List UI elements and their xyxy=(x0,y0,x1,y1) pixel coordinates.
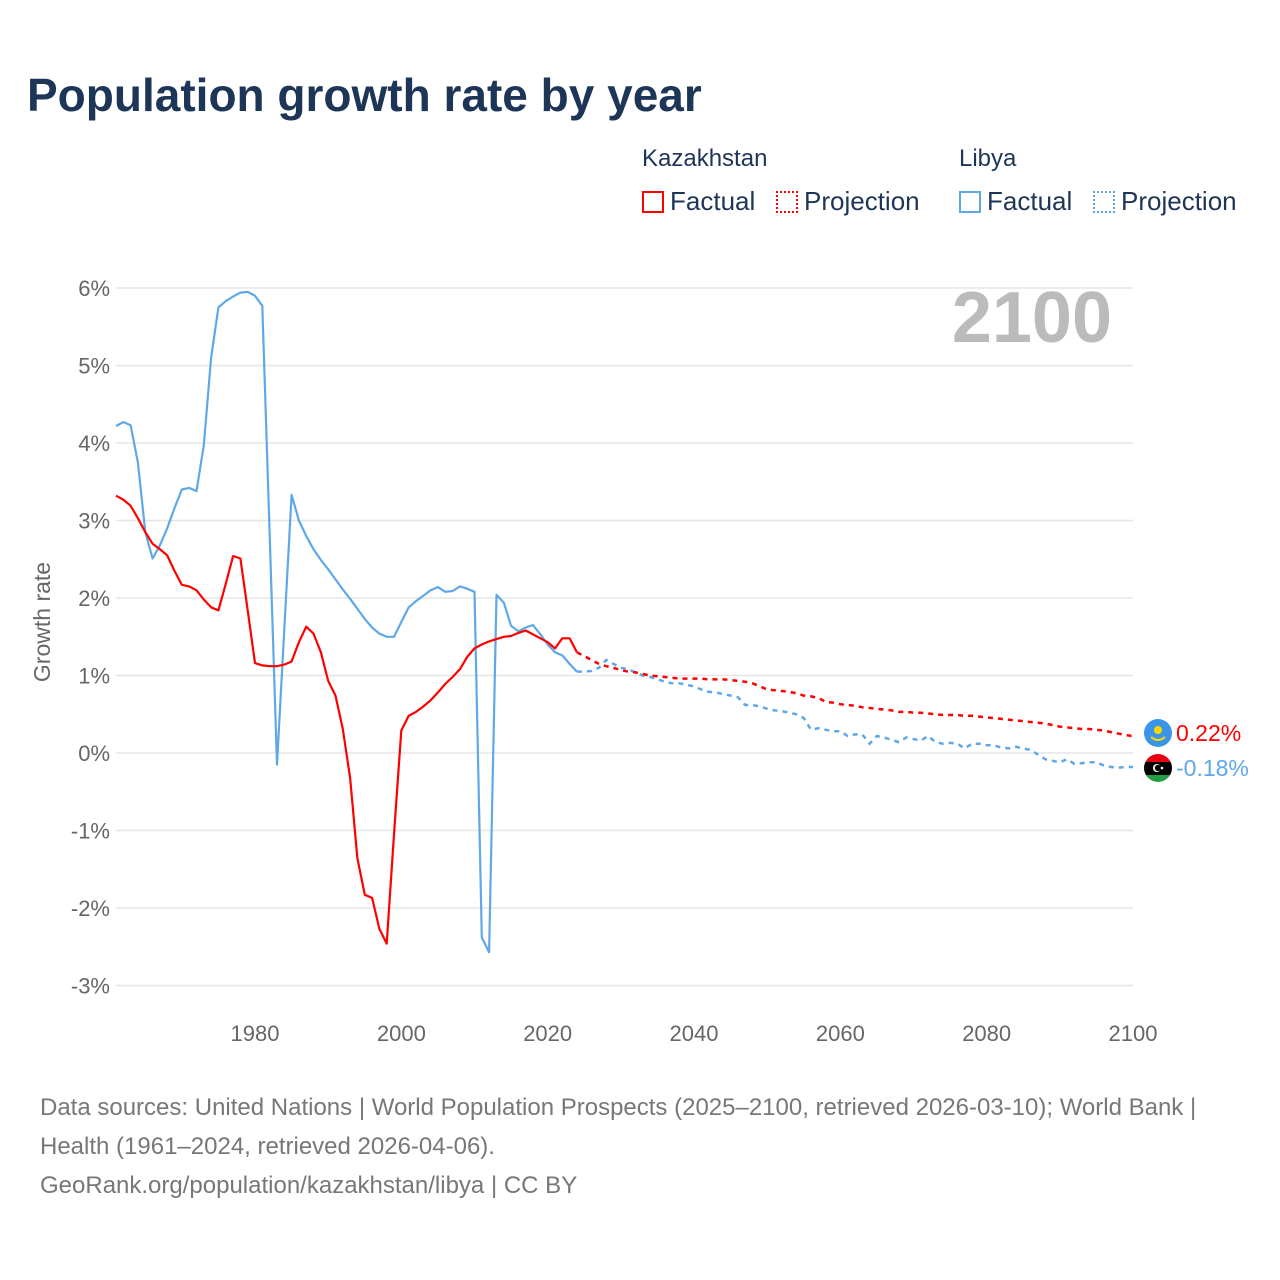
y-tick-label: 4% xyxy=(78,431,110,456)
year-watermark: 2100 xyxy=(952,278,1112,358)
kazakhstan-end-label: 0.22% xyxy=(1176,720,1241,746)
y-tick-label: 6% xyxy=(78,276,110,301)
libya-end-label: -0.18% xyxy=(1176,755,1249,781)
y-tick-label: 3% xyxy=(78,509,110,534)
legend-label: Factual xyxy=(987,186,1073,216)
legend-country-kazakhstan: Kazakhstan xyxy=(642,145,768,172)
y-tick-label: 1% xyxy=(78,664,110,689)
libya-flag-icon xyxy=(1144,754,1172,782)
legend-libya-projection[interactable]: Projection xyxy=(1093,186,1237,217)
x-tick-label: 2040 xyxy=(670,1021,719,1046)
flag-kazakhstan-eagle xyxy=(1150,736,1166,741)
x-tick-label: 2080 xyxy=(962,1021,1011,1046)
x-tick-label: 2000 xyxy=(377,1021,426,1046)
flag-libya-crescent-cut xyxy=(1154,764,1162,772)
y-tick-label: -2% xyxy=(71,896,110,921)
legend-kazakhstan-projection[interactable]: Projection xyxy=(776,186,920,217)
flag-libya-star xyxy=(1160,766,1164,770)
y-tick-label: 2% xyxy=(78,586,110,611)
y-tick-label: -3% xyxy=(71,974,110,999)
y-tick-label: 5% xyxy=(78,354,110,379)
libya-projection-line xyxy=(576,658,1133,769)
y-tick-label: 0% xyxy=(78,741,110,766)
libya-factual-line xyxy=(115,290,578,954)
chart-title: Population growth rate by year xyxy=(27,69,702,121)
legend-label: Projection xyxy=(1121,186,1237,216)
x-tick-label: 1980 xyxy=(231,1021,280,1046)
y-axis-label: Growth rate xyxy=(29,562,55,682)
credit-link[interactable]: GeoRank.org/population/kazakhstan/libya … xyxy=(40,1172,578,1199)
kazakhstan-flag-icon xyxy=(1144,719,1172,747)
kazakhstan-factual-line xyxy=(115,494,578,945)
legend-swatch-solid xyxy=(642,190,664,213)
data-sources: Data sources: United Nations | World Pop… xyxy=(40,1094,1197,1160)
x-tick-label: 2020 xyxy=(523,1021,572,1046)
legend-swatch-dotted xyxy=(1093,190,1115,213)
legend-swatch-solid xyxy=(959,190,981,213)
flag-stripe-green xyxy=(1144,775,1172,782)
x-tick-label: 2100 xyxy=(1109,1021,1158,1046)
flag-stripe-red xyxy=(1144,754,1172,762)
legend-label: Factual xyxy=(670,186,756,216)
legend-kazakhstan-factual[interactable]: Factual xyxy=(642,186,755,217)
legend-label: Projection xyxy=(804,186,920,216)
legend-swatch-dotted xyxy=(776,190,798,213)
x-tick-label: 2060 xyxy=(816,1021,865,1046)
footer: Data sources: United Nations | World Pop… xyxy=(40,1088,1240,1205)
kazakhstan-projection-line xyxy=(576,651,1134,738)
legend-country-libya: Libya xyxy=(959,145,1017,172)
legend-libya-factual[interactable]: Factual xyxy=(959,186,1072,217)
y-tick-label: -1% xyxy=(71,819,110,844)
flag-kazakhstan-sun xyxy=(1154,726,1162,734)
